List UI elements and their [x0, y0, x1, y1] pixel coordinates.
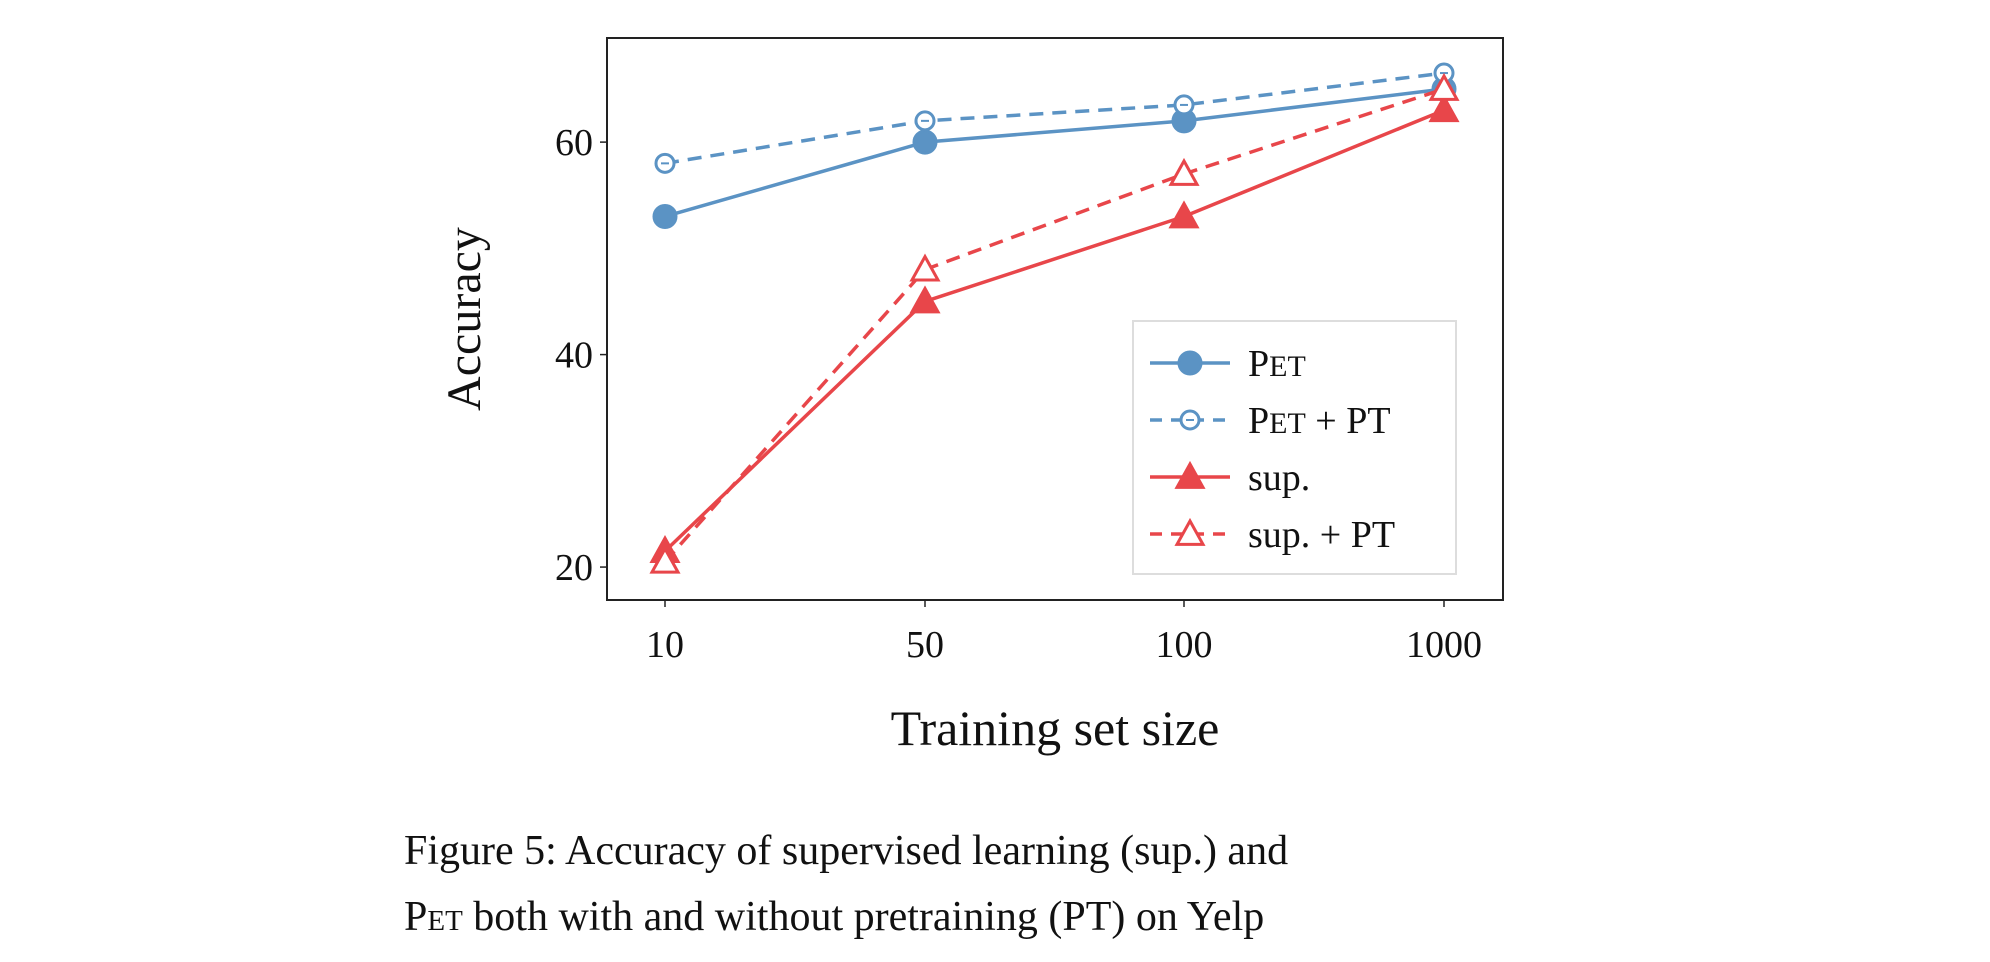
data-point-0-1: [912, 129, 938, 155]
data-point-3-3: [1428, 72, 1460, 101]
x-tick-label: 1000: [1406, 624, 1482, 666]
y-tick-label: 40: [555, 335, 593, 377]
legend-label-3: sup. + PT: [1248, 514, 1395, 556]
legend-label-2: sup.: [1248, 457, 1310, 499]
series-line-1: [664, 71, 1445, 166]
legend-label-0: PET: [1248, 343, 1306, 385]
caption-pet: Pet: [404, 894, 463, 940]
data-point-2-1: [909, 285, 941, 314]
legend-marker-0: [1177, 350, 1203, 376]
y-tick-label: 60: [555, 122, 593, 164]
x-tick-label: 100: [1156, 624, 1213, 666]
figure-caption: Figure 5: Accuracy of supervised learnin…: [404, 818, 1288, 950]
series-line-3: [663, 87, 1445, 563]
x-axis-label: Training set size: [891, 700, 1220, 756]
series-line-2: [663, 108, 1445, 553]
data-point-3-1: [909, 253, 941, 282]
data-point-2-2: [1168, 200, 1200, 229]
legend-marker-3: [1174, 517, 1206, 546]
series-line-0: [664, 87, 1445, 219]
caption-line-2-rest: both with and without pretraining (PT) o…: [462, 894, 1265, 940]
caption-line-1: Figure 5: Accuracy of supervised learnin…: [404, 828, 1289, 874]
plot-frame: [606, 37, 1504, 601]
data-point-3-0: [649, 545, 681, 574]
y-axis-label: Accuracy: [438, 227, 491, 411]
y-tick-label: 20: [555, 547, 593, 589]
data-point-2-3: [1428, 94, 1460, 123]
legend-marker-2: [1174, 460, 1206, 489]
x-tick-label: 10: [646, 624, 684, 666]
x-tick-label: 50: [906, 624, 944, 666]
data-point-0-0: [652, 203, 678, 229]
caption-line-2: Pet both with and without pretraining (P…: [404, 884, 1288, 950]
data-point-3-2: [1168, 157, 1200, 186]
legend-label-1: PET + PT: [1248, 400, 1391, 442]
